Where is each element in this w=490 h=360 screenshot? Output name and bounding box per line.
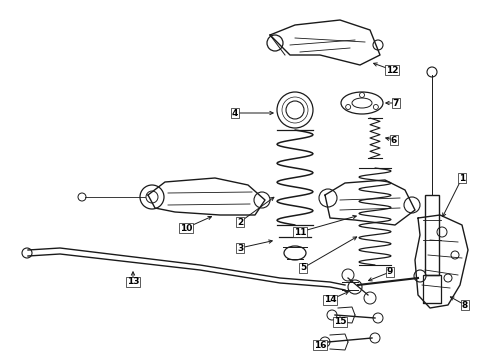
Text: 10: 10	[180, 224, 192, 233]
Text: 4: 4	[232, 108, 238, 117]
Bar	[423, 275, 441, 303]
Text: 5: 5	[300, 264, 306, 273]
Text: 14: 14	[324, 296, 336, 305]
Bar	[425, 195, 439, 275]
Text: 12: 12	[386, 66, 398, 75]
Text: 16: 16	[314, 341, 326, 350]
Text: 3: 3	[237, 243, 243, 252]
Text: 11: 11	[294, 228, 306, 237]
Text: 1: 1	[459, 174, 465, 183]
Text: 7: 7	[393, 99, 399, 108]
Text: 9: 9	[387, 267, 393, 276]
Text: 13: 13	[127, 278, 139, 287]
Text: 6: 6	[391, 135, 397, 144]
Text: 2: 2	[237, 217, 243, 226]
Text: 15: 15	[334, 318, 346, 327]
Text: 8: 8	[462, 301, 468, 310]
